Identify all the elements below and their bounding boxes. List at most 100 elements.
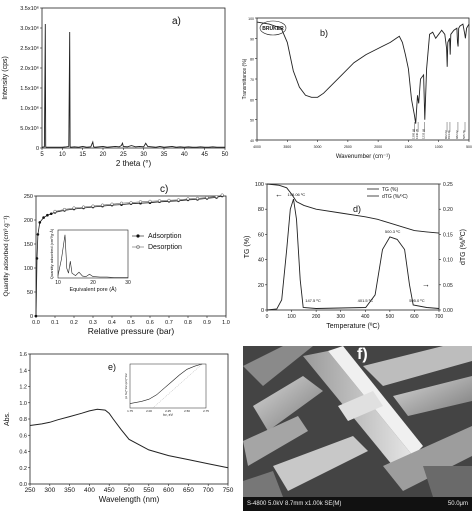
x-tick-label: 0.9	[203, 320, 211, 326]
x-tick-label: 50	[222, 152, 229, 158]
x-axis-label: 2 theta (°)	[116, 159, 152, 168]
peak-annotation: 147.5 ºC	[305, 298, 321, 303]
x-tick-label: 30	[140, 152, 147, 158]
legend-dtg-label: dTG (%/ºC)	[382, 194, 408, 200]
y-tick-label: 0	[36, 146, 39, 152]
desorption-point	[110, 202, 114, 206]
panel-f-label: f)	[357, 346, 368, 363]
plot-frame	[41, 7, 226, 149]
x-tick-label: 750	[223, 487, 234, 494]
x-tick-label: 500	[386, 314, 395, 320]
desorption-point	[195, 196, 200, 200]
x-tick-label: 700	[435, 314, 444, 320]
peak-label: 1395.68	[412, 128, 416, 139]
y-tick-label: 1.6	[19, 352, 27, 358]
y-tick-label: 1.5x10⁶	[20, 85, 39, 92]
x-tick-label: 300	[337, 314, 346, 320]
x-tick-label: 0.4	[108, 320, 116, 326]
y-tick-label: 70	[250, 78, 254, 82]
inset-y-label: Quantity adsorbed (cm³/g·Å)	[49, 228, 54, 279]
x-tick-label: 45	[201, 152, 208, 158]
peak-label: 1340.35	[415, 128, 419, 139]
x-tick-label: 500	[124, 487, 135, 494]
adsorption-point	[38, 221, 42, 224]
desorption-point	[91, 204, 95, 208]
desorption-point	[81, 205, 86, 209]
y-tick-label: 5.0x10⁵	[20, 125, 39, 132]
y-tick-label: 1.2	[19, 385, 27, 391]
peak-annotation: 500.3 ºC	[385, 229, 401, 234]
y-tick-label: 200	[24, 218, 33, 224]
inset-x-tick-label: 30	[125, 280, 131, 286]
panel-label: d)	[353, 204, 361, 214]
x-axis-label: Temperature (ºC)	[326, 323, 380, 330]
panel-c-isotherm: 0.0 0.1 0.2 0.3 0.4 0.5 0.6 0.7 0.8 0.9 1.0 0 50 100 1…	[0, 172, 237, 344]
x-tick-label: 40	[181, 152, 188, 158]
x-tick-label: 20	[100, 152, 107, 158]
panel-label: b)	[320, 28, 328, 38]
right-arrow-icon: →	[422, 280, 430, 289]
x-tick-label: 450	[104, 487, 115, 494]
x-tick-label: 500	[466, 145, 472, 149]
inset-x-tick-label: 2.25	[165, 409, 171, 413]
x-tick-label: 0.1	[51, 320, 59, 326]
y-axis-label: Transmittance (%)	[242, 58, 248, 99]
tga-chart: 0 100 200 300 400 500 600 700 0 20 40 60 80 100 Temper…	[244, 182, 467, 330]
left-arrow-icon: ←	[275, 190, 283, 199]
y2-tick-label: 0.05	[443, 283, 453, 289]
panel-e-uvvis: 250 300 350 400 450 500 550 600 650 700 750 0.0 0.2 0…	[0, 344, 237, 513]
adsorption-point	[36, 233, 40, 236]
inset-frame	[129, 363, 207, 409]
y-tick-label: 250	[24, 194, 33, 200]
y-tick-label: 0	[30, 314, 33, 320]
y-tick-label: 0.2	[19, 466, 27, 472]
x-tick-label: 700	[203, 487, 214, 494]
x-tick-label: 0.6	[146, 320, 154, 326]
desorption-point	[100, 203, 105, 207]
y-axis-label: Quantity adsorbed (cm³.g⁻¹)	[3, 215, 10, 296]
y-tick-label: 1.0x10⁶	[20, 105, 39, 112]
x-tick-label: 400	[361, 314, 370, 320]
y-tick-label: 0.4	[19, 450, 27, 456]
sem-info-bar: S-4800 5.0kV 8.7mm x1.00k SE(M) 50.0μm	[243, 497, 472, 511]
legend-adsorption-label: Adsorption	[148, 233, 182, 240]
desorption-point	[119, 201, 124, 205]
xrd-chart: 5 10 15 20 25 30 35 40 45 50 0 5.0x10⁵ 1.0x10⁶ 1.5x10…	[2, 5, 229, 168]
x-tick-label: 3000	[314, 145, 322, 149]
x-tick-label: 0	[266, 314, 269, 320]
x-tick-label: 0.7	[165, 320, 173, 326]
x-tick-label: 1000	[435, 145, 443, 149]
x-tick-label: 35	[161, 152, 168, 158]
inset-x-tick-label: 2.50	[184, 409, 190, 413]
desorption-point	[167, 198, 171, 202]
y-tick-label: 40	[258, 258, 264, 264]
sem-scale: 50.0μm	[447, 501, 468, 507]
x-tick-label: 1500	[405, 145, 413, 149]
adsorption-point	[46, 213, 49, 217]
y-axis-label: Abs.	[4, 412, 11, 426]
x-tick-label: 250	[25, 487, 36, 494]
y-tick-label: 1.4	[19, 368, 27, 374]
adsorption-point	[35, 257, 39, 260]
x-axis-label: Wavelength (nm)	[99, 495, 160, 504]
y-tick-label: 60	[250, 98, 254, 102]
x-tick-label: 0.5	[127, 320, 135, 326]
x-tick-label: 10	[59, 152, 66, 158]
uvvis-chart: 250 300 350 400 450 500 550 600 650 700 750 0.0 0.2 0…	[4, 352, 234, 504]
desorption-point	[220, 193, 224, 197]
x-axis-label: Relative pressure (bar)	[88, 326, 175, 336]
x-tick-label: 1.0	[222, 320, 230, 326]
x-tick-label: 5	[40, 152, 44, 158]
y-tick-label: 150	[24, 242, 33, 248]
desorption-point	[138, 200, 143, 204]
y-tick-label: 0.8	[19, 417, 27, 423]
peak-label: 862.63	[444, 130, 448, 139]
tg-line	[266, 183, 440, 234]
adsorption-point	[42, 216, 45, 219]
ftir-spectrum-line	[256, 21, 470, 124]
peak-label: 814.46	[447, 130, 451, 139]
inset-x-label: hν, eV	[163, 413, 174, 417]
y-tick-label: 20	[258, 283, 264, 289]
inset-frame	[57, 229, 129, 279]
isotherm-chart: 0.0 0.1 0.2 0.3 0.4 0.5 0.6 0.7 0.8 0.9 1.0 0 50 100 1…	[3, 184, 230, 336]
